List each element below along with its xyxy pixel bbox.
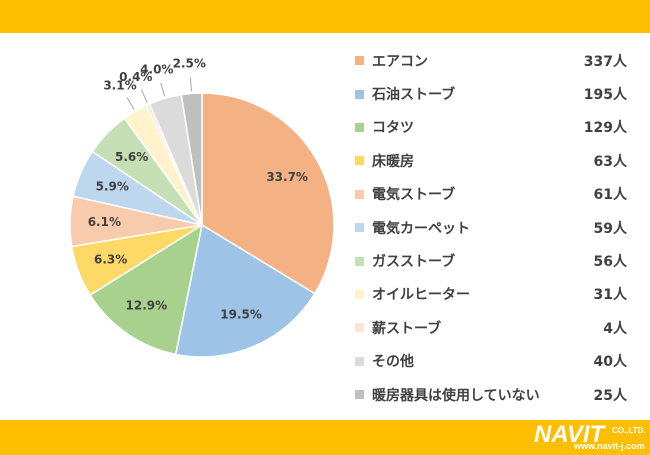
pie-label-7: 3.1%	[103, 78, 136, 92]
legend-count: 25人	[593, 387, 627, 404]
pie-label-2: 12.9%	[126, 298, 168, 312]
legend-swatch	[355, 122, 364, 132]
pie-slice-2	[89, 223, 204, 356]
legend: エアコン 337人石油ストーブ 195人コタツ 129人床暖房 63人電気ストーブ 61人…	[355, 44, 635, 411]
legend-swatch	[355, 89, 364, 99]
pie-slice-1	[174, 223, 316, 358]
pie-label-3: 6.3%	[94, 253, 127, 267]
pie-label-5: 5.9%	[96, 179, 129, 193]
legend-item: 暖房器具は使用していない 25人	[355, 378, 635, 411]
legend-item: その他 40人	[355, 345, 635, 378]
legend-swatch	[355, 223, 364, 233]
legend-label: 石油ストーブ	[372, 87, 456, 104]
legend-item: エアコン 337人	[355, 44, 635, 77]
legend-count: 337人	[583, 53, 627, 70]
legend-swatch	[355, 356, 364, 366]
logo-text: NAVIT	[534, 421, 605, 448]
legend-swatch	[355, 156, 364, 166]
legend-count: 63人	[593, 153, 627, 170]
legend-label: 電気ストーブ	[372, 187, 456, 204]
pie-label-0: 33.7%	[266, 170, 308, 184]
legend-count: 59人	[593, 220, 627, 237]
legend-swatch	[355, 289, 364, 299]
legend-label: 薪ストーブ	[372, 320, 442, 337]
legend-label: 床暖房	[372, 153, 414, 170]
leader-line-9	[160, 82, 166, 97]
leader-lines	[126, 77, 192, 110]
bottom-band	[0, 420, 650, 455]
leader-line-10	[189, 77, 192, 92]
pie-labels: 33.7% 19.5% 12.9% 6.3% 6.1% 5.9% 5.6% 3.1%0.4%4…	[88, 56, 308, 321]
legend-count: 61人	[593, 187, 627, 204]
pie-label-6: 5.6%	[115, 150, 148, 164]
legend-label: 電気カーペット	[372, 220, 470, 237]
legend-label: その他	[372, 354, 414, 371]
legend-swatch	[355, 390, 364, 400]
legend-swatch	[355, 56, 364, 66]
legend-item: 石油ストーブ 195人	[355, 77, 635, 110]
legend-item: 電気カーペット 59人	[355, 211, 635, 244]
pie-label-10: 2.5%	[173, 56, 206, 70]
legend-swatch	[355, 256, 364, 266]
logo-sub: CO.,LTD.	[612, 426, 646, 435]
legend-label: コタツ	[372, 120, 414, 137]
legend-swatch	[355, 323, 364, 333]
pie-chart: 33.7% 19.5% 12.9% 6.3% 6.1% 5.9% 5.6% 3.1%0.4%4…	[69, 56, 335, 358]
legend-label: 暖房器具は使用していない	[372, 387, 540, 404]
legend-item: 電気ストーブ 61人	[355, 178, 635, 211]
legend-count: 31人	[593, 287, 627, 304]
legend-item: コタツ 129人	[355, 111, 635, 144]
pie-slices	[69, 92, 335, 358]
leader-line-7	[126, 97, 135, 110]
legend-swatch	[355, 189, 364, 199]
legend-label: オイルヒーター	[372, 287, 470, 304]
logo-url: www.navit-j.com	[574, 441, 645, 451]
legend-count: 4人	[603, 320, 627, 337]
legend-item: 薪ストーブ 4人	[355, 311, 635, 344]
legend-label: ガスストーブ	[372, 254, 456, 271]
legend-count: 195人	[583, 87, 627, 104]
legend-item: ガスストーブ 56人	[355, 244, 635, 277]
legend-count: 40人	[593, 354, 627, 371]
legend-item: 床暖房 63人	[355, 144, 635, 177]
pie-slice-0	[201, 92, 335, 295]
leader-line-8	[141, 89, 148, 103]
pie-label-9: 4.0%	[140, 62, 173, 76]
top-band	[0, 0, 650, 33]
pie-label-8: 0.4%	[119, 70, 152, 84]
pie-slice-10	[180, 92, 203, 226]
legend-count: 129人	[583, 120, 627, 137]
pie-label-4: 6.1%	[88, 215, 121, 229]
legend-item: オイルヒーター 31人	[355, 278, 635, 311]
legend-count: 56人	[593, 254, 627, 271]
legend-label: エアコン	[372, 53, 428, 70]
pie-label-1: 19.5%	[220, 308, 262, 322]
navit-logo: NAVIT CO.,LTD. www.navit-j.com	[534, 421, 646, 453]
